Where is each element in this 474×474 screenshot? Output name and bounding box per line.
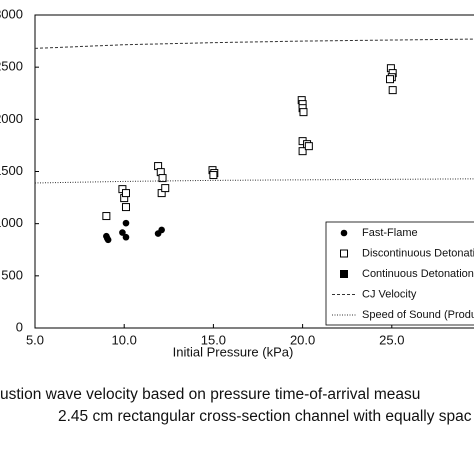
data-point — [304, 142, 313, 151]
data-point — [161, 184, 170, 193]
y-tick-label: 3000 — [0, 6, 23, 21]
reference-line — [34, 178, 474, 184]
data-point — [102, 212, 111, 221]
legend-symbol — [340, 229, 348, 237]
legend-box — [325, 221, 474, 326]
y-tick-label: 0 — [16, 319, 23, 334]
data-point — [121, 203, 130, 212]
y-tick-label: 1000 — [0, 215, 23, 230]
x-axis-label: Initial Pressure (kPa) — [173, 344, 294, 359]
y-tick-label: 500 — [1, 267, 23, 282]
legend-label: Discontinuous Detonation — [362, 247, 474, 259]
data-point — [298, 147, 307, 156]
caption-line: ustion wave velocity based on pressure t… — [0, 386, 420, 403]
legend-symbol — [340, 270, 348, 278]
y-tick-label: 1500 — [0, 163, 23, 178]
legend-label: Fast-Flame — [362, 227, 418, 239]
data-point — [119, 229, 126, 236]
data-point — [158, 226, 165, 234]
data-point — [158, 174, 167, 183]
data-point — [386, 75, 395, 84]
data-point — [122, 219, 130, 227]
data-point — [122, 233, 130, 241]
x-tick-label: 20.0 — [290, 332, 315, 347]
x-tick-label: 15.0 — [201, 332, 226, 347]
x-tick-label: 5.0 — [26, 332, 44, 347]
x-tick-label: 25.0 — [379, 332, 404, 347]
data-point — [388, 86, 397, 95]
legend-label: Continuous Detonation — [362, 268, 474, 280]
y-tick-label: 2000 — [0, 111, 23, 126]
x-tick-label: 10.0 — [112, 332, 137, 347]
legend-label: CJ Velocity — [362, 288, 417, 300]
legend-label: Speed of Sound (Products) — [362, 309, 474, 321]
y-tick-label: 2500 — [0, 59, 23, 74]
legend-symbol — [340, 249, 348, 258]
data-point — [299, 108, 308, 117]
data-point — [104, 236, 112, 244]
data-point — [209, 171, 218, 180]
reference-line — [34, 38, 474, 49]
caption-line: 2.45 cm rectangular cross-section channe… — [58, 408, 472, 425]
data-point — [121, 189, 130, 198]
